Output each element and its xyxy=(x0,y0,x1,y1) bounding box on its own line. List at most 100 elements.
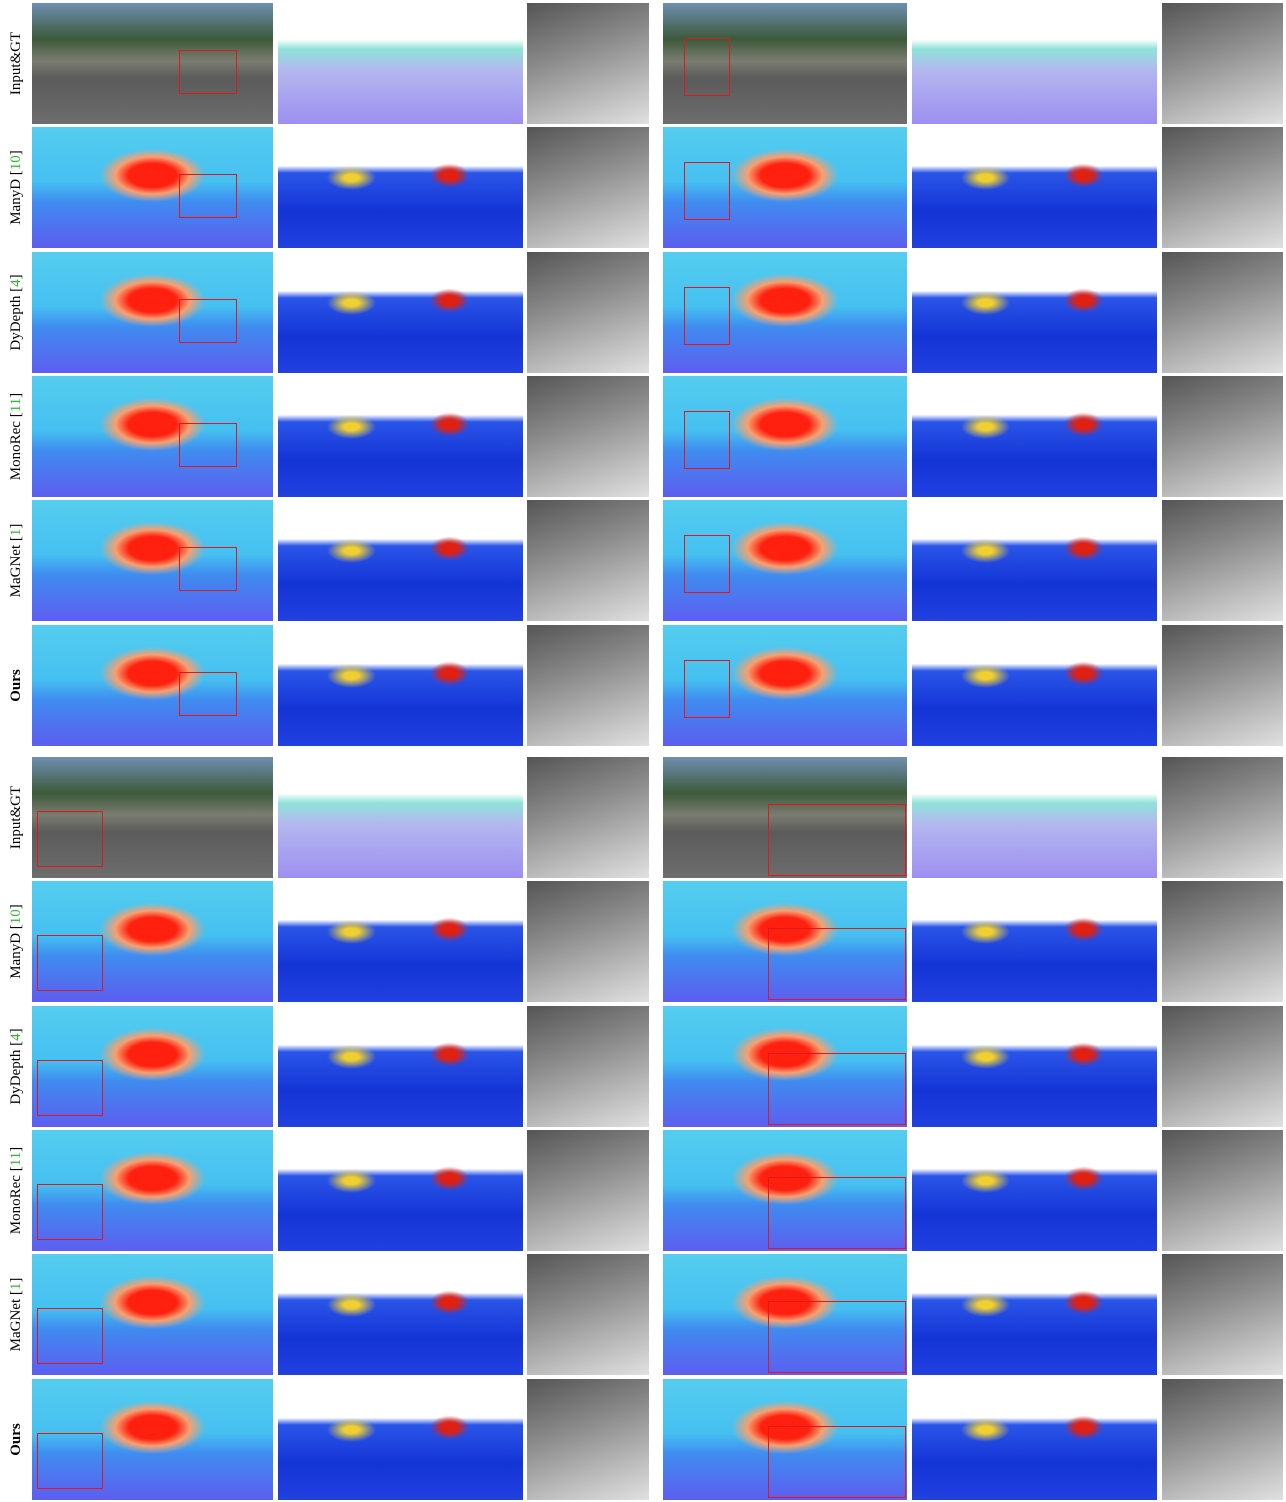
image xyxy=(663,625,907,746)
point-cloud xyxy=(527,1379,649,1500)
image xyxy=(32,1130,273,1251)
point-cloud xyxy=(1162,500,1283,621)
error-map xyxy=(912,1006,1157,1127)
error-map xyxy=(912,881,1157,1002)
image xyxy=(663,881,907,1002)
method-name: ] xyxy=(8,905,24,910)
point-cloud xyxy=(527,1254,649,1375)
citation: 1 xyxy=(8,1283,24,1291)
error-map xyxy=(278,757,523,878)
method-name: MaGNet [ xyxy=(8,536,24,597)
citation: 4 xyxy=(8,279,24,287)
highlight-box xyxy=(179,50,237,94)
citation: 4 xyxy=(8,1033,24,1041)
highlight-box xyxy=(179,672,237,716)
error-map xyxy=(912,625,1157,746)
point-cloud xyxy=(527,1006,649,1127)
error-map xyxy=(278,625,523,746)
highlight-box xyxy=(179,423,237,467)
highlight-box xyxy=(684,660,730,718)
point-cloud xyxy=(527,1130,649,1251)
method-name: Ours xyxy=(8,669,24,702)
point-cloud xyxy=(1162,757,1283,878)
row-label: MaGNet [1] xyxy=(2,1254,30,1375)
row-label: DyDepth [4] xyxy=(2,1006,30,1127)
highlight-box xyxy=(684,287,730,345)
error-map xyxy=(278,1006,523,1127)
image xyxy=(32,881,273,1002)
image xyxy=(663,1254,907,1375)
method-name: ] xyxy=(8,1028,24,1033)
error-map xyxy=(912,252,1157,373)
highlight-box xyxy=(179,547,237,591)
image xyxy=(32,252,273,373)
error-map xyxy=(278,500,523,621)
error-map xyxy=(912,1379,1157,1500)
image xyxy=(32,127,273,248)
method-name: Input&GT xyxy=(8,32,24,95)
error-map xyxy=(278,1130,523,1251)
highlight-box xyxy=(768,1426,906,1498)
error-map xyxy=(912,127,1157,248)
point-cloud xyxy=(527,252,649,373)
image xyxy=(32,1379,273,1500)
image xyxy=(663,757,907,878)
highlight-box xyxy=(37,1308,103,1364)
point-cloud xyxy=(1162,1006,1283,1127)
method-name: ] xyxy=(8,524,24,529)
highlight-box xyxy=(684,38,730,96)
point-cloud xyxy=(1162,376,1283,497)
error-map xyxy=(278,881,523,1002)
error-map xyxy=(912,1254,1157,1375)
highlight-box xyxy=(37,935,103,991)
figure: Input&GTManyD [10]DyDepth [4]MonoRec [11… xyxy=(0,0,1286,1502)
image xyxy=(663,1379,907,1500)
method-name: ManyD [ xyxy=(8,925,24,980)
error-map xyxy=(912,3,1157,124)
image xyxy=(32,1006,273,1127)
citation: 10 xyxy=(8,910,24,925)
error-map xyxy=(912,376,1157,497)
image xyxy=(32,1254,273,1375)
citation: 11 xyxy=(8,1152,24,1166)
highlight-box xyxy=(684,411,730,469)
image xyxy=(663,3,907,124)
image xyxy=(32,757,273,878)
method-name: DyDepth [ xyxy=(8,1040,24,1104)
method-name: ] xyxy=(8,393,24,398)
point-cloud xyxy=(1162,1130,1283,1251)
method-name: ManyD [ xyxy=(8,171,24,226)
row-label: MonoRec [11] xyxy=(2,1130,30,1251)
image xyxy=(663,500,907,621)
highlight-box xyxy=(684,535,730,593)
error-map xyxy=(912,1130,1157,1251)
highlight-box xyxy=(37,811,103,867)
method-name: MonoRec [ xyxy=(8,1166,24,1234)
image xyxy=(663,376,907,497)
point-cloud xyxy=(1162,1254,1283,1375)
highlight-box xyxy=(37,1060,103,1116)
highlight-box xyxy=(768,1177,906,1249)
row-label: Ours xyxy=(2,1379,30,1500)
highlight-box xyxy=(37,1433,103,1489)
point-cloud xyxy=(527,757,649,878)
method-name: Input&GT xyxy=(8,786,24,849)
row-label: ManyD [10] xyxy=(2,127,30,248)
highlight-box xyxy=(768,804,906,876)
error-map xyxy=(278,252,523,373)
citation: 10 xyxy=(8,156,24,171)
method-name: DyDepth [ xyxy=(8,286,24,350)
image xyxy=(32,625,273,746)
method-name: MonoRec [ xyxy=(8,412,24,480)
highlight-box xyxy=(768,928,906,1000)
row-label: MonoRec [11] xyxy=(2,376,30,497)
point-cloud xyxy=(1162,252,1283,373)
row-label: Ours xyxy=(2,625,30,746)
error-map xyxy=(278,3,523,124)
point-cloud xyxy=(1162,127,1283,248)
image xyxy=(32,3,273,124)
point-cloud xyxy=(527,127,649,248)
point-cloud xyxy=(1162,625,1283,746)
highlight-box xyxy=(768,1053,906,1125)
method-name: Ours xyxy=(8,1423,24,1456)
